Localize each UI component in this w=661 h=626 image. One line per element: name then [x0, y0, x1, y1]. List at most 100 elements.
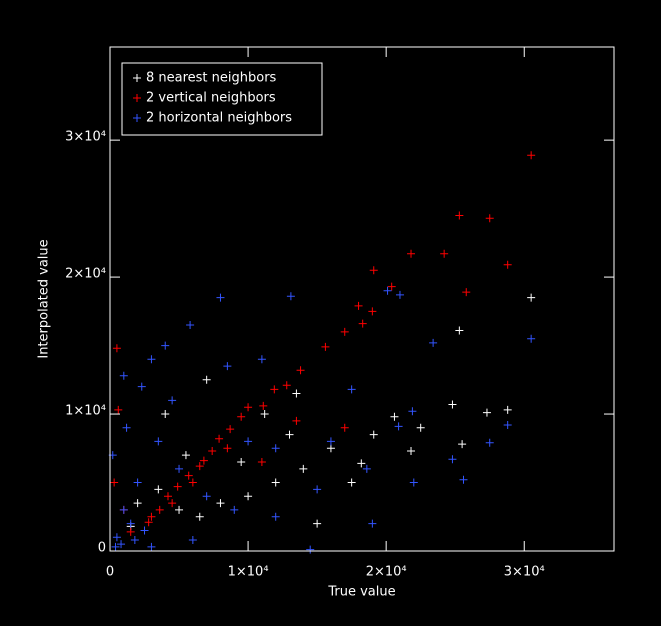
legend-label: 8 nearest neighbors: [146, 71, 277, 86]
point: [409, 478, 418, 487]
point: [292, 389, 301, 398]
point: [395, 290, 404, 299]
point: [199, 456, 208, 465]
point: [133, 499, 142, 508]
plot-frame: [109, 46, 615, 552]
point: [383, 286, 392, 295]
point: [184, 471, 193, 480]
point: [188, 478, 197, 487]
point: [448, 400, 457, 409]
point: [140, 526, 149, 535]
point: [117, 540, 126, 549]
point: [485, 214, 494, 223]
point: [285, 430, 294, 439]
point: [114, 405, 123, 414]
point: [257, 457, 266, 466]
point: [394, 422, 403, 431]
point: [527, 334, 536, 343]
point: [407, 249, 416, 258]
point: [260, 410, 269, 419]
point: [168, 499, 177, 508]
point: [237, 457, 246, 466]
legend-marker: [133, 94, 141, 102]
point: [503, 260, 512, 269]
point: [340, 423, 349, 432]
point: [133, 478, 142, 487]
point: [130, 536, 139, 545]
point: [326, 444, 335, 453]
point: [357, 459, 366, 468]
point: [369, 266, 378, 275]
point: [163, 492, 172, 501]
point: [112, 533, 121, 542]
x-axis-label: True value: [327, 585, 395, 600]
point: [126, 519, 135, 528]
point: [259, 401, 268, 410]
point: [186, 321, 195, 330]
point: [244, 492, 253, 501]
series: [126, 293, 536, 531]
point: [407, 447, 416, 456]
point: [362, 464, 371, 473]
point: [119, 505, 128, 514]
point: [286, 292, 295, 301]
point: [429, 338, 438, 347]
point: [270, 385, 279, 394]
point: [168, 396, 177, 405]
point: [455, 211, 464, 220]
point: [147, 542, 156, 551]
point: [313, 519, 322, 528]
point: [369, 430, 378, 439]
point: [271, 478, 280, 487]
x-tick-label: 1×10⁴: [228, 565, 269, 580]
x-tick-label: 0: [106, 565, 114, 580]
point: [448, 455, 457, 464]
x-tick-label: 3×10⁴: [504, 565, 545, 580]
point: [390, 412, 399, 421]
point: [175, 464, 184, 473]
point: [455, 326, 464, 335]
point: [416, 423, 425, 432]
y-tick-label: 0: [98, 541, 106, 556]
point: [244, 437, 253, 446]
point: [368, 519, 377, 528]
point: [122, 423, 131, 432]
point: [137, 382, 146, 391]
series: [108, 286, 536, 554]
point: [111, 542, 120, 551]
y-tick-label: 1×10⁴: [65, 404, 106, 419]
point: [296, 366, 305, 375]
point: [503, 405, 512, 414]
legend-label: 2 horizontal neighbors: [146, 111, 292, 126]
point: [202, 375, 211, 384]
point: [161, 341, 170, 350]
point: [485, 438, 494, 447]
point: [326, 437, 335, 446]
point: [440, 249, 449, 258]
point: [347, 385, 356, 394]
point: [321, 342, 330, 351]
point: [387, 282, 396, 291]
point: [119, 371, 128, 380]
point: [282, 381, 291, 390]
point: [144, 518, 153, 527]
point: [368, 307, 377, 316]
point: [244, 403, 253, 412]
point: [482, 408, 491, 417]
legend-marker: [133, 114, 141, 122]
point: [306, 545, 315, 554]
point: [271, 444, 280, 453]
point: [408, 407, 417, 416]
point: [358, 319, 367, 328]
point: [147, 512, 156, 521]
point: [462, 288, 471, 297]
point: [223, 444, 232, 453]
point: [527, 151, 536, 160]
point: [154, 485, 163, 494]
y-tick-label: 3×10⁴: [65, 130, 106, 145]
point: [208, 447, 217, 456]
point: [154, 437, 163, 446]
point: [202, 492, 211, 501]
x-tick-label: 2×10⁴: [366, 565, 407, 580]
